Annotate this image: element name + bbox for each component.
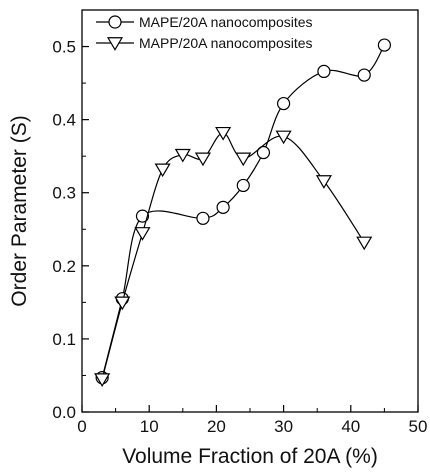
data-point-triangle — [114, 296, 131, 311]
legend: MAPE/20A nanocomposites MAPP/20A nanocomp… — [96, 14, 313, 51]
series-1 — [95, 38, 391, 385]
data-point-triangle — [315, 175, 332, 189]
x-tick-label: 40 — [341, 417, 360, 436]
legend-marker-triangle — [106, 37, 124, 51]
data-point-circle — [377, 38, 391, 52]
x-tick-label: 50 — [409, 417, 428, 436]
data-point-circle — [277, 96, 291, 111]
data-point-triangle — [174, 148, 191, 163]
y-axis-title: Order Parameter (S) — [8, 115, 31, 306]
series-line — [101, 132, 365, 380]
y-tick-label: 0.3 — [52, 184, 76, 203]
y-tick-label: 0.1 — [52, 330, 76, 349]
data-point-circle — [357, 68, 371, 82]
legend-marker-circle — [108, 15, 122, 29]
axis-ticks: 0 10 20 30 40 50 0.0 0.1 0.2 0.3 0.4 0.5 — [52, 38, 427, 436]
data-point-triangle — [215, 126, 232, 141]
data-point-triangle — [235, 152, 252, 167]
data-point-circle — [196, 211, 210, 225]
legend-label: MAPP/20A nanocomposites — [139, 35, 313, 51]
data-point-triangle — [94, 373, 111, 387]
x-tick-label: 0 — [77, 417, 86, 436]
data-point-circle — [236, 178, 250, 193]
x-tick-label: 30 — [274, 417, 293, 436]
data-point-triangle — [275, 130, 292, 145]
data-point-triangle — [154, 163, 171, 178]
y-tick-label: 0.5 — [52, 38, 76, 57]
x-tick-label: 20 — [207, 417, 226, 436]
x-axis-title: Volume Fraction of 20A (%) — [122, 445, 378, 468]
legend-label: MAPE/20A nanocomposites — [139, 14, 313, 30]
series-2 — [94, 126, 373, 387]
series-layer — [94, 38, 391, 387]
data-point-triangle — [194, 152, 212, 167]
data-point-circle — [135, 209, 150, 223]
data-point-circle — [216, 200, 230, 214]
x-tick-label: 10 — [140, 417, 159, 436]
data-point-circle — [317, 64, 331, 78]
y-tick-label: 0.4 — [52, 111, 76, 130]
data-point-triangle — [356, 236, 373, 251]
y-tick-label: 0.0 — [52, 403, 76, 422]
y-tick-label: 0.2 — [52, 257, 76, 276]
data-point-circle — [256, 145, 271, 160]
data-point-triangle — [134, 227, 151, 241]
